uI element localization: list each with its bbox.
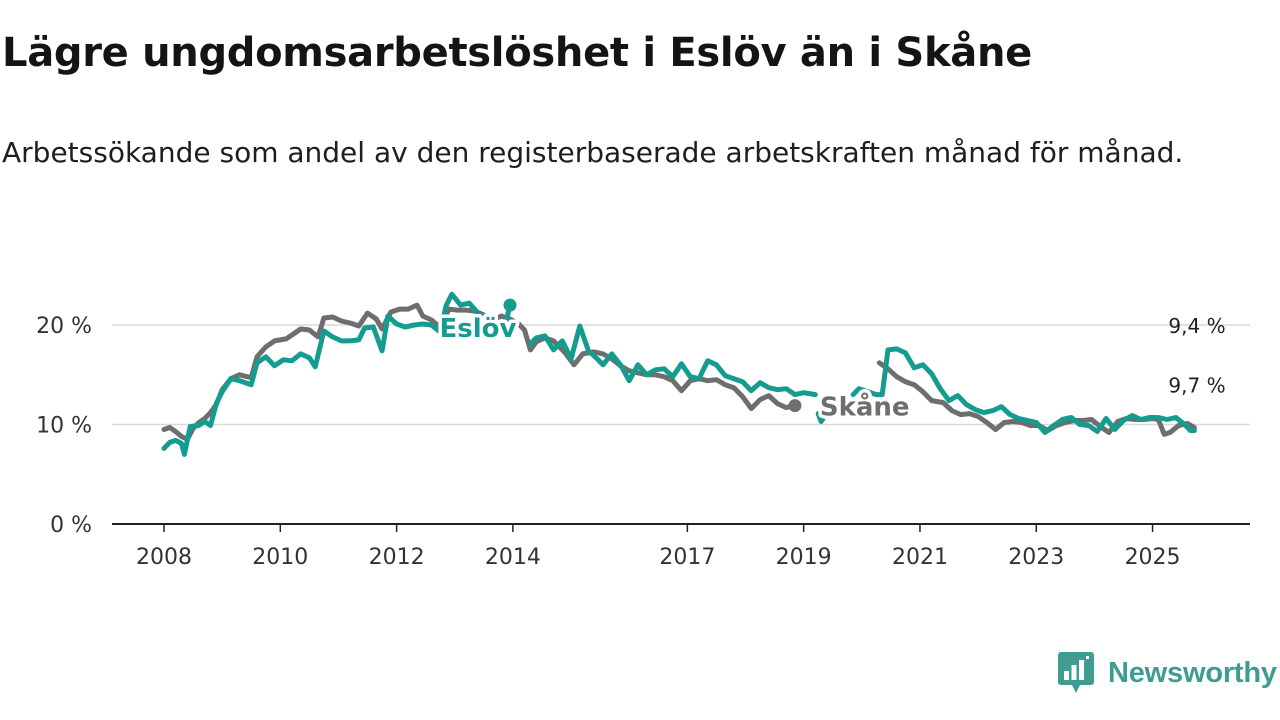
brand: Newsworthy [1058,652,1277,694]
newsworthy-logo-icon [1058,652,1094,693]
y-tick-label: 10 % [36,414,92,439]
x-tick-label: 2023 [1008,545,1064,570]
series-annotation: Eslöv [440,314,517,344]
x-tick-label: 2008 [136,545,192,570]
x-tick-label: 2014 [485,545,541,570]
series-line-eslov [161,291,513,457]
x-tick-label: 2010 [252,545,308,570]
chart-subtitle: Arbetssökande som andel av den registerb… [2,136,1184,169]
y-tick-label: 20 % [36,314,92,339]
series-line-eslov [815,410,830,424]
chart-title: Lägre ungdomsarbetslöshet i Eslöv än i S… [2,30,1032,76]
x-tick-label: 2021 [892,545,948,570]
y-tick-label: 0 % [50,513,92,538]
series-end-marker [503,298,517,312]
x-tick-label: 2025 [1125,545,1181,570]
series-line-eslov [850,346,1197,435]
series-line-eslov [527,323,818,398]
x-tick-label: 2019 [776,545,832,570]
brand-name: Newsworthy [1108,656,1277,689]
series-end-label: 9,7 % [1168,374,1225,398]
series-annotation: Skåne [820,391,910,423]
series-end-marker [788,399,802,413]
series-end-label: 9,4 % [1168,314,1225,338]
x-tick-label: 2017 [659,545,715,570]
x-tick-label: 2012 [369,545,425,570]
